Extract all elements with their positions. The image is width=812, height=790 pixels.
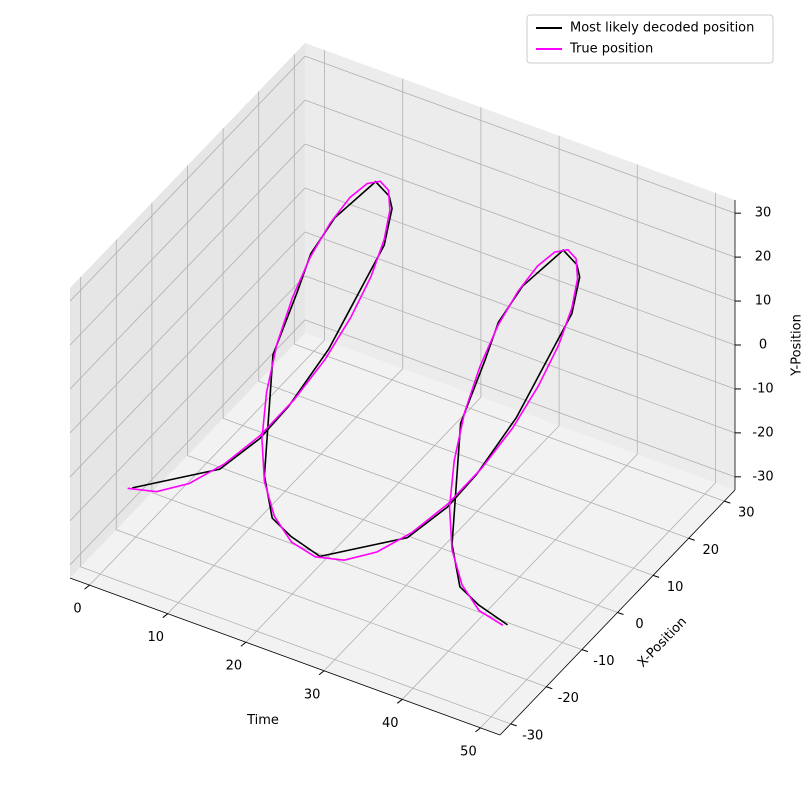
- data-line: [127, 180, 579, 626]
- grid-line: [294, 343, 725, 502]
- grid-line: [222, 418, 654, 576]
- y-tick-label: 30: [738, 506, 755, 521]
- x-tick: [475, 727, 481, 733]
- x-tick-label: 50: [460, 744, 477, 759]
- y-tick-label: -20: [558, 691, 579, 706]
- y-tick: [688, 537, 695, 541]
- grid-line: [304, 319, 736, 478]
- x-tick-label: 40: [382, 716, 399, 731]
- y-tick-label: 10: [667, 580, 684, 595]
- y-tick-label: 0: [635, 617, 643, 632]
- grid-line: [304, 187, 736, 346]
- grid-line: [69, 143, 306, 390]
- grid-line: [304, 143, 736, 302]
- z-tick-label: -20: [752, 425, 773, 440]
- legend-box: [526, 14, 774, 64]
- z-tick-label: 10: [755, 294, 772, 309]
- z-tick-label: 0: [759, 338, 767, 353]
- grid: [69, 50, 736, 736]
- x-tick-label: 20: [226, 659, 243, 674]
- x-tick: [162, 613, 169, 619]
- y-tick: [546, 686, 553, 690]
- grid-line: [151, 492, 583, 650]
- grid-line: [187, 455, 618, 613]
- y-tick: [652, 574, 660, 578]
- y-tick: [510, 723, 517, 727]
- grid-line: [69, 231, 306, 478]
- lines: [127, 180, 581, 626]
- y-tick: [617, 612, 624, 615]
- legend: Most likely decoded position True positio…: [526, 14, 774, 64]
- x-axis-label: Time: [246, 713, 279, 728]
- z-tick-label: 30: [755, 206, 772, 221]
- z-axis-label: Y-Position: [790, 314, 805, 377]
- grid-line: [304, 275, 736, 434]
- grid-line: [69, 275, 306, 522]
- grid-line: [69, 55, 306, 302]
- grid-line: [69, 319, 306, 566]
- legend-label: Most likely decoded position: [570, 21, 754, 36]
- x-tick-label: 10: [147, 630, 164, 645]
- x-tick-label: 30: [304, 687, 321, 702]
- x-tick: [396, 698, 403, 704]
- x-tick: [318, 670, 325, 676]
- grid-line: [69, 99, 306, 346]
- legend-label: True position: [569, 42, 653, 57]
- grid-line: [304, 99, 736, 258]
- axis-line: [69, 577, 501, 736]
- y-tick-label: 20: [702, 543, 719, 558]
- grid-line: [116, 529, 547, 688]
- grid-line: [69, 187, 306, 434]
- z-tick-label: 20: [755, 250, 772, 265]
- z-tick-label: -10: [752, 381, 773, 396]
- y-tick: [724, 500, 731, 504]
- grid-line: [304, 55, 736, 214]
- y-tick-label: -30: [522, 728, 543, 743]
- x-tick: [84, 584, 90, 590]
- x-tick-label: 0: [73, 602, 81, 617]
- data-line: [132, 180, 581, 626]
- grid-line: [80, 566, 511, 725]
- z-tick-label: -30: [752, 469, 773, 484]
- y-tick-label: -10: [593, 654, 614, 669]
- y-tick: [581, 649, 589, 653]
- x-tick: [240, 641, 247, 647]
- grid-line: [258, 380, 689, 539]
